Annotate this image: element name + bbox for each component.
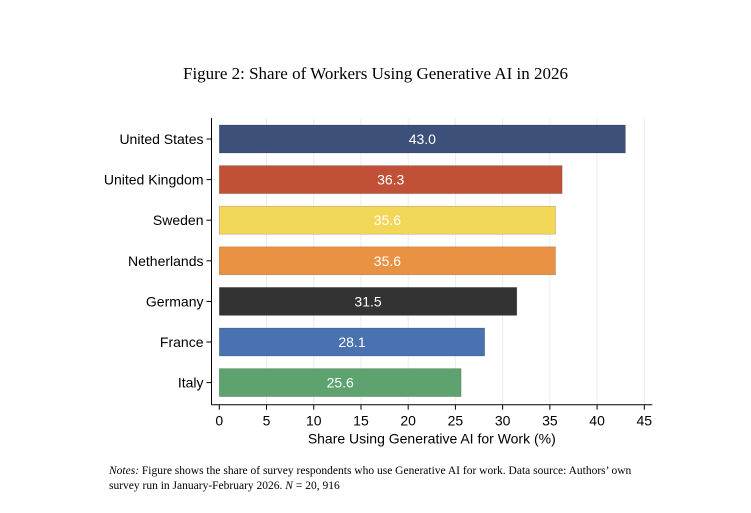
y-tick-label: United Kingdom	[104, 172, 204, 188]
x-tick-label: 40	[589, 413, 605, 429]
data-label: 35.6	[374, 253, 401, 269]
bar-united-kingdom	[219, 165, 563, 194]
figure-notes: Notes: Figure shows the share of survey …	[109, 464, 649, 494]
x-tick-label: 35	[542, 413, 558, 429]
y-tick-label: Germany	[146, 293, 204, 309]
x-tick-label: 30	[495, 413, 511, 429]
n-label: N	[285, 480, 293, 492]
x-tick-label: 25	[448, 413, 464, 429]
x-tick-label: 20	[400, 413, 416, 429]
notes-text: Figure shows the share of survey respond…	[109, 465, 632, 492]
bar-italy	[219, 368, 462, 397]
x-tick-label: 5	[263, 413, 271, 429]
y-tick-label: France	[160, 334, 204, 350]
y-tick-label: United States	[119, 131, 203, 147]
data-label: 35.6	[374, 212, 401, 228]
y-tick-label: Netherlands	[128, 253, 204, 269]
x-axis-label: Share Using Generative AI for Work (%)	[308, 431, 556, 447]
bar-sweden	[219, 205, 556, 235]
bar-france	[219, 327, 485, 357]
x-tick-label: 0	[215, 413, 223, 429]
figure-title: Figure 2: Share of Workers Using Generat…	[183, 64, 568, 83]
data-label: 43.0	[409, 131, 436, 147]
y-tick-label: Sweden	[153, 212, 204, 228]
bar-netherlands	[219, 246, 556, 276]
n-value: = 20, 916	[292, 480, 340, 492]
bar-germany	[219, 287, 518, 316]
x-tick-label: 10	[306, 413, 322, 429]
bar-united-states	[219, 124, 626, 154]
y-tick-label: Italy	[178, 375, 204, 391]
data-label: 36.3	[377, 172, 404, 188]
data-label: 31.5	[354, 293, 381, 309]
x-tick-label: 15	[353, 413, 369, 429]
data-label: 28.1	[338, 334, 365, 350]
x-tick-label: 45	[637, 413, 653, 429]
notes-label: Notes:	[109, 465, 140, 477]
data-label: 25.6	[327, 375, 354, 391]
